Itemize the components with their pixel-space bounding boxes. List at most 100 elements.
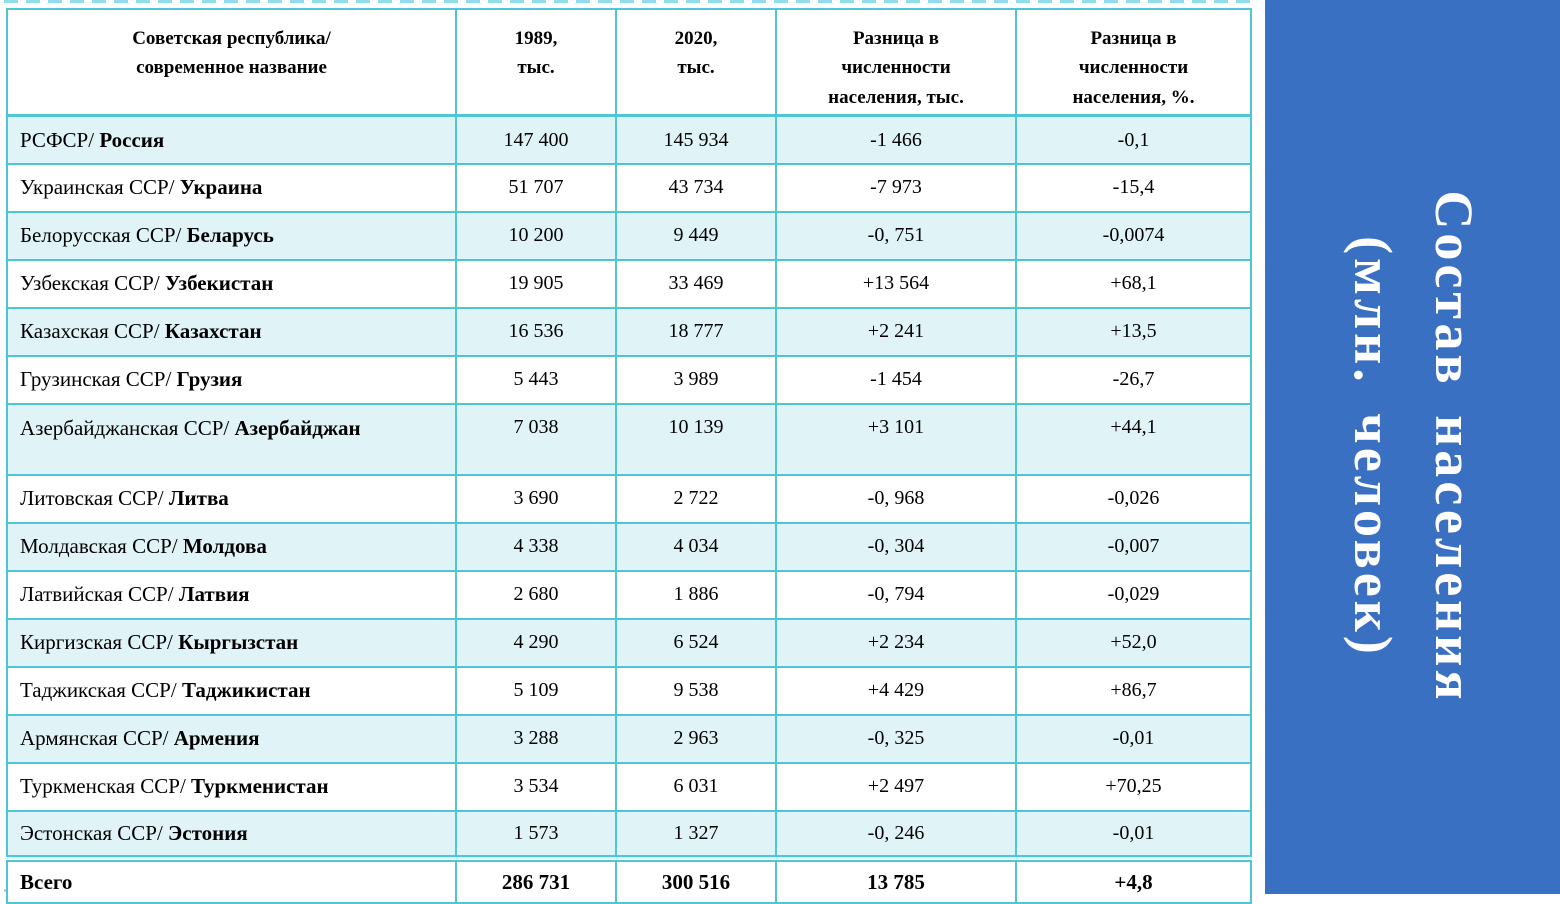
cell-1989: 5 109 [455, 665, 617, 716]
cell-2020: 145 934 [615, 114, 777, 165]
cell-republic: Латвийская ССР/ Латвия [6, 569, 457, 620]
cell-republic: Узбекская ССР/ Узбекистан [6, 258, 457, 309]
cell-republic: Киргизская ССР/ Кыргызстан [6, 617, 457, 668]
cell-diff-percent: -0,01 [1015, 713, 1252, 764]
cell-diff-percent: +86,7 [1015, 665, 1252, 716]
column-header-0: Советская республика/современное названи… [6, 8, 457, 118]
table-row: Узбекская ССР/ Узбекистан 19 905 33 469 +13… [6, 258, 1252, 309]
cell-diff-thousands: +2 234 [775, 617, 1017, 668]
cell-diff-thousands: +3 101 [775, 402, 1017, 476]
table-row: Молдавская ССР/ Молдова 4 338 4 034 -0, 304… [6, 521, 1252, 572]
top-dashed-line [4, 0, 1252, 3]
cell-1989: 10 200 [455, 210, 617, 261]
cell-diff-thousands: 13 785 [775, 855, 1017, 904]
cell-diff-percent: +44,1 [1015, 402, 1252, 476]
cell-diff-thousands: -1 466 [775, 114, 1017, 165]
cell-2020: 4 034 [615, 521, 777, 572]
cell-diff-percent: +68,1 [1015, 258, 1252, 309]
cell-1989: 5 443 [455, 354, 617, 405]
cell-diff-thousands: -0, 751 [775, 210, 1017, 261]
cell-diff-thousands: -0, 246 [775, 809, 1017, 860]
cell-diff-thousands: +4 429 [775, 665, 1017, 716]
total-row: Всего 286 731 300 516 13 785 +4,8 [6, 855, 1252, 904]
cell-republic: Туркменская ССР/ Туркменистан [6, 761, 457, 812]
column-header-1: 1989, тыс. [455, 8, 617, 118]
cell-2020: 18 777 [615, 306, 777, 357]
cell-2020: 6 524 [615, 617, 777, 668]
table-row: Киргизская ССР/ Кыргызстан 4 290 6 524 +2 2… [6, 617, 1252, 668]
table-row: Украинская ССР/ Украина 51 707 43 734 -7 97… [6, 162, 1252, 213]
column-header-4: Разница в численности населения, %. [1015, 8, 1252, 118]
cell-diff-thousands: +13 564 [775, 258, 1017, 309]
cell-1989: 147 400 [455, 114, 617, 165]
cell-republic: Молдавская ССР/ Молдова [6, 521, 457, 572]
cell-1989: 4 290 [455, 617, 617, 668]
cell-republic: Литовская ССР/ Литва [6, 473, 457, 524]
cell-diff-thousands: -0, 325 [775, 713, 1017, 764]
cell-diff-thousands: -1 454 [775, 354, 1017, 405]
cell-1989: 3 534 [455, 761, 617, 812]
table-row: Грузинская ССР/ Грузия 5 443 3 989 -1 454 -2… [6, 354, 1252, 405]
cell-diff-percent: -0,0074 [1015, 210, 1252, 261]
sidebar-panel: Состав населения (млн. человек) [1265, 0, 1560, 894]
cell-2020: 1 886 [615, 569, 777, 620]
cell-diff-thousands: +2 241 [775, 306, 1017, 357]
cell-diff-percent: -0,029 [1015, 569, 1252, 620]
cell-diff-percent: +70,25 [1015, 761, 1252, 812]
cell-1989: 16 536 [455, 306, 617, 357]
cell-2020: 9 538 [615, 665, 777, 716]
cell-1989: 286 731 [455, 855, 617, 904]
cell-republic: Армянская ССР/ Армения [6, 713, 457, 764]
cell-diff-thousands: -0, 794 [775, 569, 1017, 620]
cell-2020: 43 734 [615, 162, 777, 213]
cell-republic: Азербайджанская ССР/ Азербайджан [6, 402, 457, 476]
cell-2020: 10 139 [615, 402, 777, 476]
cell-diff-thousands: -0, 968 [775, 473, 1017, 524]
cell-republic: Эстонская ССР/ Эстония [6, 809, 457, 860]
cell-2020: 33 469 [615, 258, 777, 309]
cell-diff-percent: -0,01 [1015, 809, 1252, 860]
sidebar-title: Состав населения (млн. человек) [1332, 190, 1494, 703]
cell-diff-percent: -0,1 [1015, 114, 1252, 165]
cell-1989: 1 573 [455, 809, 617, 860]
cell-2020: 9 449 [615, 210, 777, 261]
cell-1989: 3 690 [455, 473, 617, 524]
cell-republic: Украинская ССР/ Украина [6, 162, 457, 213]
cell-republic: Казахская ССР/ Казахстан [6, 306, 457, 357]
cell-1989: 2 680 [455, 569, 617, 620]
sidebar-title-line2: (млн. человек) [1342, 236, 1403, 658]
cell-2020: 300 516 [615, 855, 777, 904]
cell-1989: 7 038 [455, 402, 617, 476]
cell-republic: Грузинская ССР/ Грузия [6, 354, 457, 405]
table-row: Литовская ССР/ Литва 3 690 2 722 -0, 968 -0,… [6, 473, 1252, 524]
cell-diff-thousands: -0, 304 [775, 521, 1017, 572]
cell-1989: 4 338 [455, 521, 617, 572]
cell-diff-percent: -15,4 [1015, 162, 1252, 213]
cell-diff-percent: -0,007 [1015, 521, 1252, 572]
table-row: Белорусская ССР/ Беларусь 10 200 9 449 -0, … [6, 210, 1252, 261]
cell-1989: 19 905 [455, 258, 617, 309]
table-row: Латвийская ССР/ Латвия 2 680 1 886 -0, 794-… [6, 569, 1252, 620]
cell-2020: 3 989 [615, 354, 777, 405]
cell-1989: 51 707 [455, 162, 617, 213]
cell-diff-percent: +4,8 [1015, 855, 1252, 904]
table-row: Казахская ССР/ Казахстан 16 536 18 777 +2 2… [6, 306, 1252, 357]
cell-1989: 3 288 [455, 713, 617, 764]
cell-2020: 2 963 [615, 713, 777, 764]
cell-diff-percent: +52,0 [1015, 617, 1252, 668]
cell-2020: 6 031 [615, 761, 777, 812]
table-row: Эстонская ССР/ Эстония 1 573 1 327 -0, 246-… [6, 809, 1252, 860]
cell-diff-percent: -0,026 [1015, 473, 1252, 524]
cell-diff-percent: +13,5 [1015, 306, 1252, 357]
cell-republic: РСФСР/ Россия [6, 114, 457, 165]
cell-diff-thousands: +2 497 [775, 761, 1017, 812]
cell-diff-percent: -26,7 [1015, 354, 1252, 405]
population-table: Советская республика/современное названи… [6, 8, 1252, 904]
table-row: Армянская ССР/ Армения 3 288 2 963 -0, 325-… [6, 713, 1252, 764]
cell-2020: 2 722 [615, 473, 777, 524]
cell-2020: 1 327 [615, 809, 777, 860]
table-body: РСФСР/ Россия 147 400 145 934 -1 466 -0,1 Укр… [6, 114, 1252, 904]
table-row: Туркменская ССР/ Туркменистан 3 534 6 031 +… [6, 761, 1252, 812]
column-header-2: 2020, тыс. [615, 8, 777, 118]
